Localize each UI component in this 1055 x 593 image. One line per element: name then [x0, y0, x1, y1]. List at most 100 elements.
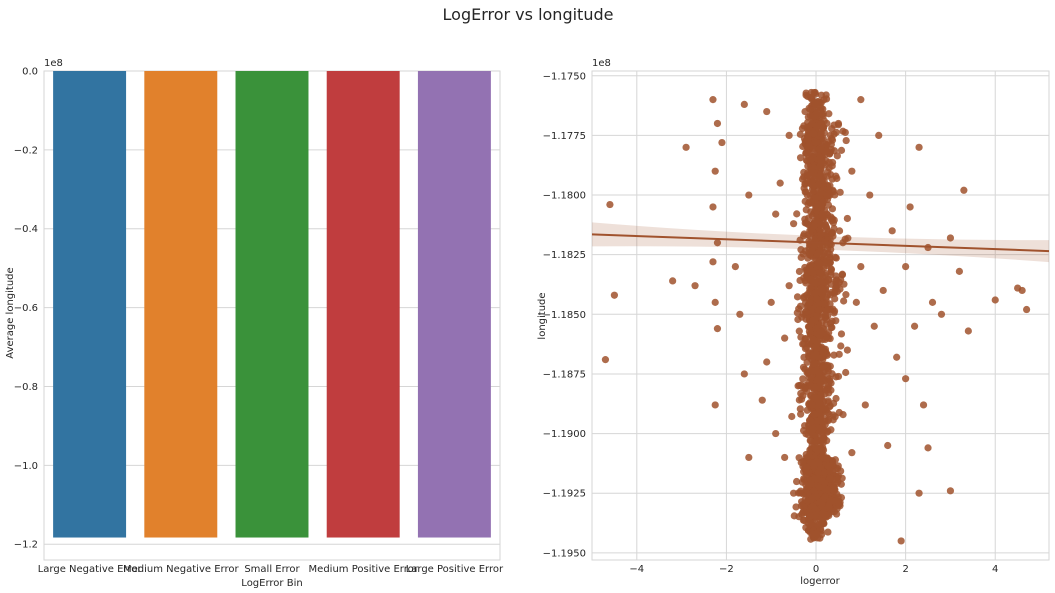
bar-medium-negative-error [144, 71, 218, 538]
scatter-point [601, 356, 610, 364]
scatter-chart-xticks: −4 −2 0 2 4 [629, 564, 998, 575]
scatter-point [812, 529, 821, 537]
scatter-point [809, 316, 817, 324]
scatter-point [840, 280, 848, 288]
scatter-point [816, 393, 824, 401]
scatter-chart-yticks: −1.1750 −1.1775 −1.1800 −1.1825 −1.1850 −1.18… [543, 71, 586, 559]
scatter-point [713, 239, 722, 247]
bar-chart-bars [53, 71, 491, 538]
scatter-point [823, 168, 832, 176]
scatter-point [826, 497, 834, 505]
scatter-point [767, 298, 775, 306]
scatter-point [745, 191, 753, 199]
scatter-point [802, 206, 810, 214]
scatter-point [793, 210, 801, 218]
scatter-point [711, 167, 719, 175]
scatter-point [790, 512, 798, 520]
scatter-point [800, 293, 808, 301]
scatter-chart-ytick-label: −1.1750 [543, 71, 586, 82]
scatter-chart-xtick-label: 2 [902, 564, 908, 575]
scatter-point [794, 382, 802, 390]
scatter-chart-xtick-label: 0 [813, 564, 819, 575]
scatter-point [830, 224, 838, 233]
scatter-point [842, 291, 850, 299]
scatter-point [788, 412, 796, 421]
scatter-point [709, 258, 717, 266]
scatter-point [709, 96, 717, 104]
scatter-point [833, 152, 841, 160]
scatter-point [793, 293, 802, 301]
scatter-point [740, 100, 748, 108]
scatter-point [718, 138, 726, 147]
scatter-point [814, 368, 823, 376]
scatter-point [821, 221, 830, 229]
scatter-point [818, 509, 827, 518]
scatter-point [829, 399, 838, 407]
scatter-point [838, 270, 846, 278]
scatter-point [711, 401, 719, 409]
scatter-point [824, 417, 832, 425]
scatter-point [837, 146, 846, 154]
scatter-chart-offset-text: 1e8 [592, 58, 611, 69]
scatter-point [797, 246, 805, 254]
scatter-point [810, 383, 819, 391]
scatter-point [804, 368, 813, 376]
scatter-point [810, 410, 819, 418]
scatter-point [827, 145, 835, 154]
bar-chart: 0.0 −0.2 −0.4 −0.6 −0.8 −1.0 −1.2 Large Negati… [5, 58, 504, 589]
scatter-point [809, 352, 818, 360]
scatter-point [825, 110, 833, 118]
regression-line [592, 233, 1049, 253]
scatter-chart-xlabel: logerror [800, 576, 840, 587]
scatter-point [832, 510, 841, 518]
scatter-point [824, 397, 832, 405]
scatter-point [807, 418, 815, 426]
scatter-point [797, 410, 805, 418]
scatter-point [811, 100, 819, 109]
scatter-chart: −1.1750 −1.1775 −1.1800 −1.1825 −1.1850 −1.18… [537, 58, 1050, 587]
scatter-point [816, 412, 825, 420]
scatter-point [799, 375, 807, 383]
scatter-point [795, 327, 803, 335]
scatter-point [832, 254, 840, 262]
scatter-point [928, 298, 937, 306]
scatter-point [857, 263, 865, 271]
scatter-point [812, 438, 820, 446]
scatter-point [842, 136, 850, 145]
bar-chart-ytick-label: −0.6 [14, 303, 38, 314]
scatter-point [820, 377, 829, 385]
scatter-point [610, 291, 619, 299]
scatter-point [800, 135, 809, 143]
scatter-point [830, 487, 838, 495]
scatter-point [808, 93, 816, 102]
scatter-point [763, 358, 771, 366]
scatter-point [797, 333, 805, 341]
scatter-point [797, 395, 806, 403]
scatter-point [797, 389, 805, 398]
scatter-point [713, 325, 722, 333]
scatter-point [711, 298, 719, 306]
scatter-point [795, 267, 804, 276]
scatter-point [834, 119, 843, 128]
scatter-point [796, 276, 804, 285]
scatter-point [797, 502, 806, 510]
scatter-point [797, 253, 805, 262]
scatter-point [815, 424, 824, 432]
scatter-point [800, 476, 808, 484]
scatter-point [824, 305, 832, 313]
scatter-point [800, 122, 808, 130]
scatter-point [810, 279, 818, 287]
scatter-point [813, 295, 821, 303]
scatter-point [806, 512, 815, 520]
bar-chart-ytick-label: −1.2 [14, 540, 38, 551]
scatter-point [852, 298, 860, 306]
scatter-point [816, 483, 824, 491]
scatter-point [806, 520, 814, 529]
scatter-chart-ytick-label: −1.1900 [543, 429, 586, 440]
scatter-point [946, 487, 955, 495]
bar-chart-ylabel: Average longitude [5, 267, 16, 358]
scatter-point [866, 191, 874, 199]
bar-chart-ytick-label: 0.0 [22, 67, 38, 78]
scatter-point [808, 494, 816, 502]
